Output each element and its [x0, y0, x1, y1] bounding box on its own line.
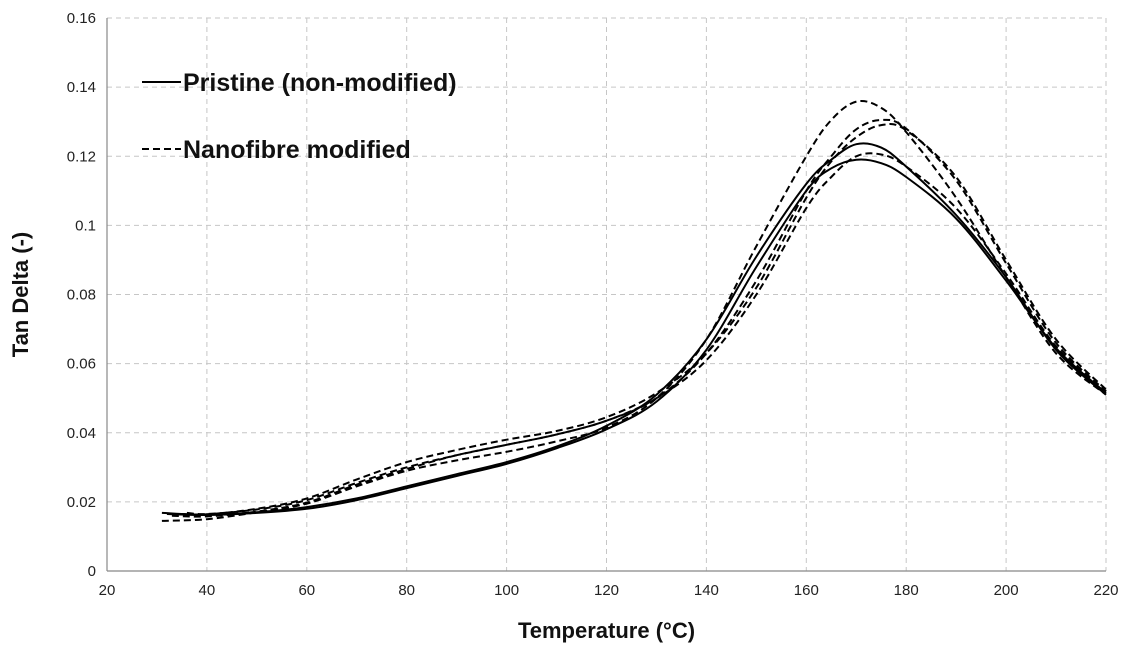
- y-axis-title: Tan Delta (-): [8, 232, 33, 357]
- x-tick-label: 160: [794, 582, 819, 599]
- axes: [106, 18, 1106, 572]
- x-tick-label: 80: [398, 582, 415, 599]
- series-lines: [161, 100, 1107, 522]
- x-tick-label: 180: [894, 582, 919, 599]
- nanofibre-series-line-5: [186, 152, 1107, 516]
- legend-label-nanofibre: Nanofibre modified: [183, 136, 411, 164]
- x-tick-label: 20: [99, 582, 116, 599]
- y-tick-label: 0: [88, 563, 96, 580]
- x-tick-label: 60: [298, 582, 315, 599]
- nanofibre-series-line-2: [161, 100, 1107, 522]
- pristine-series-line-0: [161, 142, 1107, 516]
- y-tick-label: 0.1: [75, 217, 96, 234]
- x-tick-label: 120: [594, 582, 619, 599]
- x-tick-label: 40: [199, 582, 216, 599]
- y-tick-label: 0.16: [67, 10, 96, 27]
- tick-labels: 20 40 60 80 100 120 140 160 180 200 220 0 0.02 0.04 0.…: [67, 10, 1119, 599]
- grid: [107, 17, 1107, 571]
- nanofibre-series-line-4: [181, 122, 1107, 516]
- x-tick-label: 200: [994, 582, 1019, 599]
- x-tick-label: 220: [1093, 582, 1118, 599]
- pristine-series-line-1: [166, 158, 1107, 517]
- y-tick-label: 0.08: [67, 287, 96, 304]
- y-tick-label: 0.06: [67, 356, 96, 373]
- y-tick-label: 0.04: [67, 425, 96, 442]
- x-tick-label: 100: [494, 582, 519, 599]
- x-axis-title: Temperature (°C): [518, 618, 695, 643]
- nanofibre-series-line-3: [171, 118, 1107, 518]
- y-tick-label: 0.12: [67, 148, 96, 165]
- legend: Pristine (non-modified) Nanofibre modifi…: [142, 69, 457, 164]
- y-tick-label: 0.14: [67, 79, 96, 96]
- x-tick-label: 140: [694, 582, 719, 599]
- legend-label-pristine: Pristine (non-modified): [183, 69, 457, 97]
- y-tick-label: 0.02: [67, 494, 96, 511]
